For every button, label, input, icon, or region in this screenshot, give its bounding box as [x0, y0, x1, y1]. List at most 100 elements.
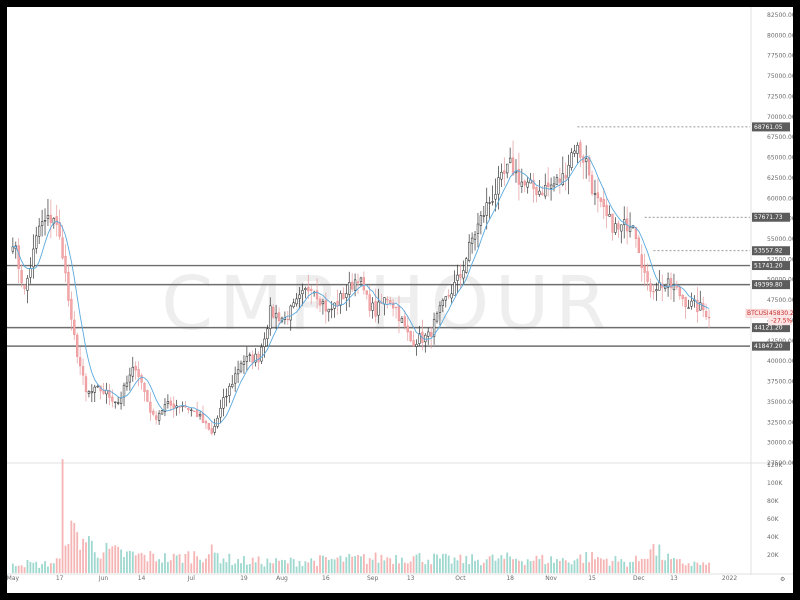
- candle-body: [599, 197, 602, 202]
- volume-bar: [427, 559, 430, 573]
- volume-bar: [652, 544, 655, 573]
- candle-body: [587, 157, 591, 176]
- y-tick-label: 52500.00: [767, 256, 793, 263]
- candle-body: [160, 410, 164, 415]
- x-tick-label: 2022: [722, 575, 737, 582]
- volume-bar: [447, 555, 450, 573]
- candle-body: [687, 307, 690, 309]
- candle-body: [49, 215, 53, 223]
- candle-body: [488, 202, 491, 204]
- volume-bar: [11, 563, 14, 573]
- level-price-label-bg: [752, 280, 790, 290]
- gear-icon[interactable]: ⚙: [780, 576, 785, 583]
- y-tick-label: 60000.00: [767, 195, 793, 202]
- candle-body: [213, 425, 216, 433]
- candle-body: [301, 290, 304, 295]
- volume-bar: [526, 559, 529, 573]
- volume-bar: [166, 561, 169, 573]
- volume-bar: [667, 553, 670, 573]
- candle-body: [526, 181, 529, 188]
- volume-bar: [515, 558, 517, 573]
- candle-body: [362, 277, 366, 291]
- volume-bar: [172, 553, 175, 573]
- volume-bar: [105, 542, 108, 573]
- candle-body: [17, 245, 20, 269]
- candle-body: [272, 306, 275, 318]
- candle-body: [391, 302, 395, 309]
- volume-bar: [61, 459, 64, 573]
- candle-body: [345, 293, 348, 298]
- volume-bar: [643, 558, 646, 573]
- candle-body: [655, 289, 658, 292]
- volume-bar: [175, 555, 178, 573]
- candle-body: [269, 305, 272, 329]
- candle-body: [637, 237, 640, 253]
- y-tick-label: 65000.00: [767, 155, 793, 162]
- volume-bar: [35, 561, 38, 573]
- volume-bar: [263, 566, 266, 573]
- candle-body: [552, 183, 556, 187]
- candle-body: [476, 223, 480, 234]
- volume-bar: [614, 556, 617, 573]
- candle-body: [438, 305, 442, 313]
- candle-body: [684, 296, 687, 308]
- volume-bar: [520, 561, 523, 573]
- candle-body: [415, 343, 418, 347]
- candle-body: [225, 395, 228, 398]
- volume-bar: [681, 563, 684, 573]
- x-tick-label: Sep: [367, 575, 379, 582]
- volume-bar: [254, 562, 257, 573]
- volume-bar: [193, 551, 196, 573]
- volume-bar: [70, 520, 73, 573]
- volume-bar: [333, 559, 336, 573]
- volume-bar: [599, 558, 602, 573]
- candle-body: [219, 407, 222, 418]
- chart-panel[interactable]: CMP HOUR 82500.00 80000.00 77500.00 75000.0…: [7, 7, 793, 593]
- volume-bar: [365, 563, 368, 573]
- candle-body: [576, 144, 579, 154]
- candle-body: [412, 340, 415, 347]
- volume-bar: [354, 556, 357, 573]
- volume-bar: [345, 557, 348, 573]
- volume-bar: [380, 554, 383, 573]
- candle-body: [330, 308, 333, 311]
- dashed-price-label-bg: [752, 122, 790, 132]
- volume-bar: [307, 562, 310, 573]
- candle-body: [555, 177, 559, 185]
- candle-body: [295, 298, 298, 305]
- candle-body: [78, 357, 82, 367]
- y-tick-label: 37500.00: [767, 379, 793, 386]
- candle-body: [520, 181, 523, 187]
- volume-bar: [82, 538, 84, 573]
- volume-bar: [330, 558, 333, 573]
- candle-body: [339, 293, 342, 306]
- candle-body: [292, 302, 295, 308]
- volume-bar: [439, 558, 441, 573]
- volume-bar: [313, 560, 316, 573]
- candle-body: [169, 400, 172, 406]
- candle-body: [491, 201, 494, 203]
- candle-body: [102, 390, 105, 394]
- volume-tick-label: 40K: [767, 534, 780, 541]
- volume-bar: [240, 563, 242, 573]
- level-price-label: 49399.80: [754, 282, 783, 289]
- volume-bar: [41, 564, 44, 573]
- volume-bar: [190, 563, 193, 573]
- candle-body: [456, 274, 459, 281]
- candle-body: [327, 308, 330, 313]
- volume-bar: [108, 548, 111, 573]
- candle-body: [585, 158, 588, 162]
- candle-body: [485, 202, 488, 216]
- x-tick-label: Nov: [545, 575, 557, 582]
- candle-body: [643, 265, 646, 273]
- volume-bar: [389, 558, 392, 573]
- candle-body: [318, 298, 322, 306]
- candle-body: [690, 300, 693, 307]
- candle-body: [383, 297, 386, 305]
- candle-body: [371, 302, 374, 311]
- candle-body: [351, 281, 354, 290]
- volume-bar: [629, 562, 631, 573]
- candle-body: [307, 287, 310, 292]
- volume-bar: [281, 559, 283, 573]
- btcusd-candlestick-chart[interactable]: CMP HOUR 82500.0080000.0077500.0075000.0…: [7, 7, 793, 593]
